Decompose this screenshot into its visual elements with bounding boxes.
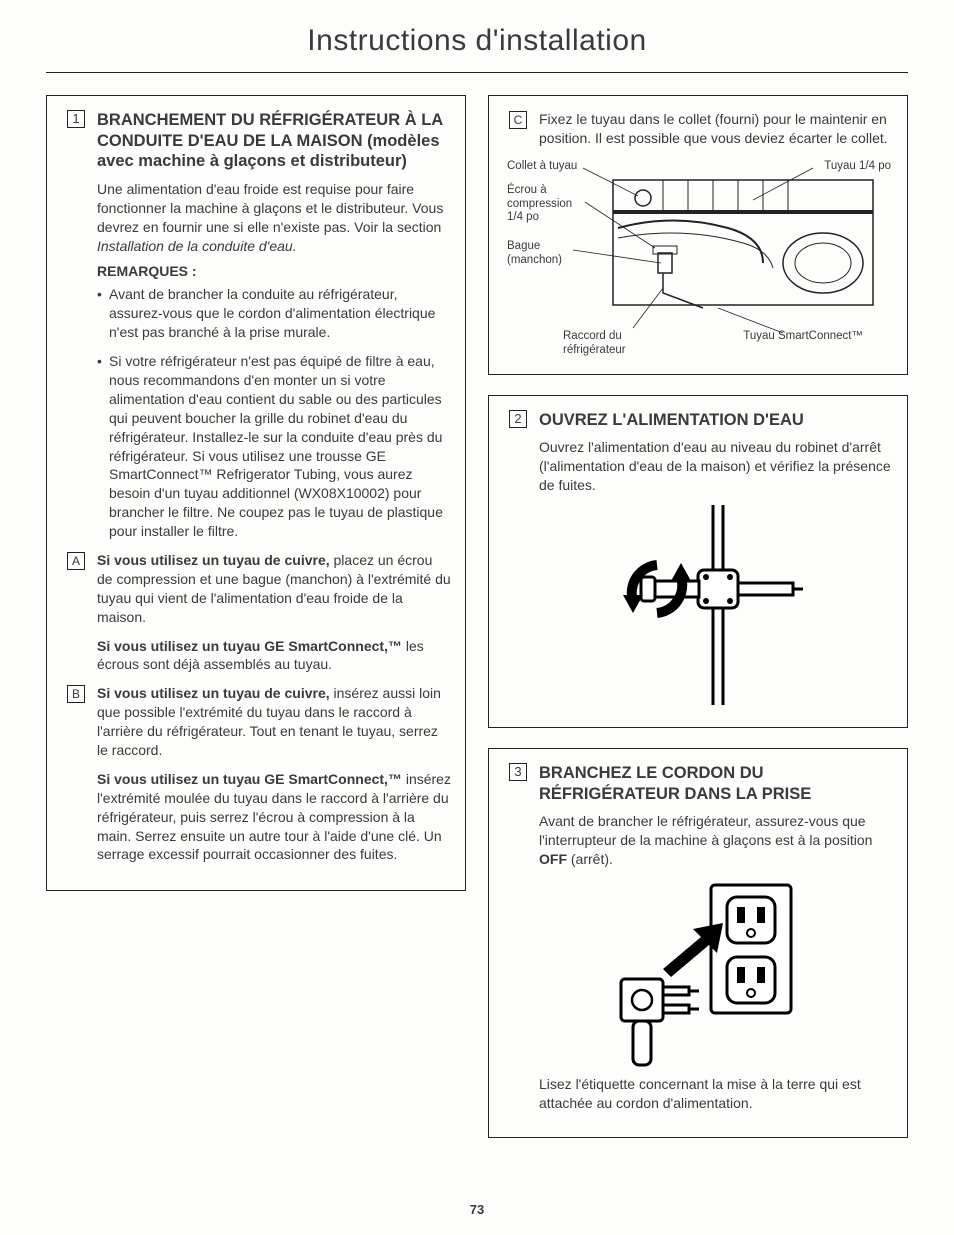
step-number-3: 3 [509,763,527,781]
step-2-heading-text: OUVREZ L'ALIMENTATION D'EAU [539,411,804,429]
step-1-continued-box: C Fixez le tuyau dans le collet (fourni)… [488,95,908,375]
remarques-heading: REMARQUES : [61,263,451,279]
step-3-box: 3 BRANCHEZ LE CORDON DU RÉFRIGÉRATEUR DA… [488,748,908,1138]
step-3-heading-text: BRANCHEZ LE CORDON DU RÉFRIGÉRATEUR DANS… [539,764,811,803]
remarques-list: Avant de brancher la conduite au réfrigé… [61,285,451,541]
intro-text-1: Une alimentation d'eau froide est requis… [97,181,443,235]
right-column: C Fixez le tuyau dans le collet (fourni)… [488,95,908,1138]
substep-a-bold: Si vous utilisez un tuyau de cuivre, [97,552,330,568]
step-number-1: 1 [67,110,85,128]
substep-c: C Fixez le tuyau dans le collet (fourni)… [503,110,893,148]
label-bague: Bague (manchon) [507,240,577,268]
step-3-off: OFF [539,851,567,867]
step-1-box: 1 BRANCHEMENT DU RÉFRIGÉRATEUR À LA COND… [46,95,466,891]
substep-b2: Si vous utilisez un tuyau GE SmartConnec… [61,770,451,864]
page-number: 73 [0,1202,954,1217]
substep-a2-bold: Si vous utilisez un tuyau GE SmartConnec… [97,638,402,654]
substep-b: B Si vous utilisez un tuyau de cuivre, i… [61,684,451,760]
label-raccord: Raccord du réfrigérateur [563,330,643,358]
page-title: Instructions d'installation [46,0,908,73]
substep-c-text: Fixez le tuyau dans le collet (fourni) p… [539,111,888,146]
remarque-2: Si votre réfrigérateur n'est pas équipé … [97,352,451,541]
schematic-diagram: Collet à tuyau Écrou à compression 1/4 p… [503,158,893,358]
step-2-heading: 2 OUVREZ L'ALIMENTATION D'EAU [503,410,893,431]
step-2-box: 2 OUVREZ L'ALIMENTATION D'EAU Ouvrez l'a… [488,395,908,728]
step-2-text: Ouvrez l'alimentation d'eau au niveau du… [503,438,893,495]
remarque-1: Avant de brancher la conduite au réfrigé… [97,285,451,342]
step-3-text: Avant de brancher le réfrigérateur, assu… [503,812,893,869]
step-3-text-2: (arrêt). [567,851,613,867]
valve-diagram [503,505,893,705]
step-3-text-1: Avant de brancher le réfrigérateur, assu… [539,813,872,848]
power-outlet-icon [593,879,803,1069]
step-3-heading: 3 BRANCHEZ LE CORDON DU RÉFRIGÉRATEUR DA… [503,763,893,804]
letter-c-box: C [509,111,527,129]
label-tuyau14: Tuyau 1/4 po [824,160,891,174]
step-1-intro: Une alimentation d'eau froide est requis… [61,180,451,256]
shutoff-valve-icon [593,505,803,705]
letter-b-box: B [67,685,85,703]
substep-b-bold: Si vous utilisez un tuyau de cuivre, [97,685,330,701]
label-collet: Collet à tuyau [507,160,577,174]
substep-a: A Si vous utilisez un tuyau de cuivre, p… [61,551,451,627]
substep-b2-bold: Si vous utilisez un tuyau GE SmartConnec… [97,771,402,787]
content-columns: 1 BRANCHEMENT DU RÉFRIGÉRATEUR À LA COND… [0,95,954,1138]
left-column: 1 BRANCHEMENT DU RÉFRIGÉRATEUR À LA COND… [46,95,466,1138]
step-1-heading: 1 BRANCHEMENT DU RÉFRIGÉRATEUR À LA COND… [61,110,451,172]
letter-a-box: A [67,552,85,570]
step-1-heading-text: BRANCHEMENT DU RÉFRIGÉRATEUR À LA CONDUI… [97,111,443,170]
substep-a2: Si vous utilisez un tuyau GE SmartConnec… [61,637,451,675]
plug-diagram [503,879,893,1069]
label-ecrou: Écrou à compression 1/4 po [507,184,587,225]
step-number-2: 2 [509,410,527,428]
intro-italic: Installation de la conduite d'eau. [97,238,297,254]
step-3-footer: Lisez l'étiquette concernant la mise à l… [503,1075,893,1113]
label-smart: Tuyau SmartConnect™ [743,330,863,344]
